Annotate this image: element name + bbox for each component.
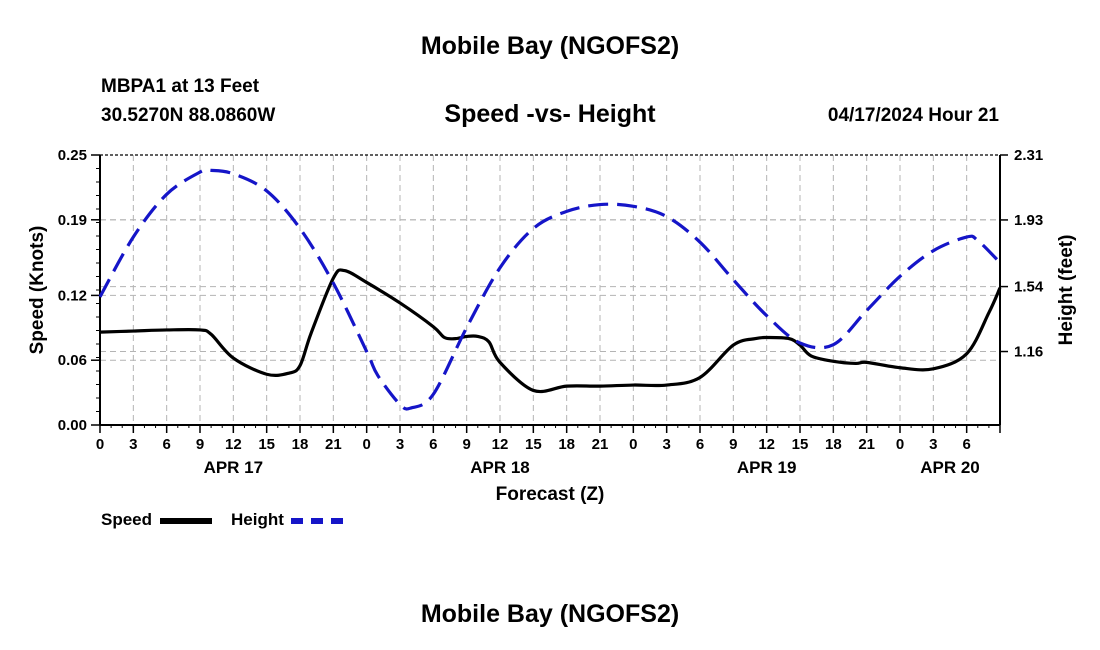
x-tick-label: 0 (629, 436, 637, 453)
x-tick-label: 21 (592, 436, 609, 453)
series-line-height (98, 168, 1002, 411)
x-tick-label: 9 (729, 436, 737, 453)
x-tick-label: 12 (758, 436, 775, 453)
series-line-speed (99, 268, 1002, 394)
x-tick-label: 6 (962, 436, 970, 453)
chart-subtitle: Speed -vs- Height (444, 100, 656, 128)
y-tick-label: 0.12 (58, 287, 87, 304)
x-tick-label: 0 (362, 436, 370, 453)
x-tick-label: 3 (929, 436, 937, 453)
x-tick-label: 9 (462, 436, 470, 453)
x-tick-label: 6 (162, 436, 170, 453)
y-tick-label: 0.19 (58, 212, 87, 229)
legend-speed-swatch (160, 518, 212, 524)
x-tick-label: 6 (429, 436, 437, 453)
y2-tick-label: 2.31 (1014, 147, 1043, 164)
chart-title: Mobile Bay (NGOFS2) (420, 32, 680, 60)
x-tick-label: 3 (396, 436, 404, 453)
x-date-label: APR 18 (470, 458, 530, 477)
y-tick-label: 0.06 (58, 352, 87, 369)
x-tick-label: 18 (825, 436, 842, 453)
legend-speed-label: Speed (101, 510, 153, 529)
legend-height-swatch (291, 518, 343, 524)
y2-tick-label: 1.16 (1014, 344, 1043, 361)
x-tick-label: 18 (292, 436, 309, 453)
x-tick-label: 3 (662, 436, 670, 453)
y-tick-label: 0.25 (58, 147, 87, 164)
x-tick-label: 0 (96, 436, 104, 453)
x-tick-label: 15 (792, 436, 809, 453)
x-tick-label: 18 (558, 436, 575, 453)
y-axis-title: Speed (Knots) (27, 226, 48, 355)
x-tick-label: 9 (196, 436, 204, 453)
x-date-label: APR 17 (204, 458, 264, 477)
x-tick-label: 3 (129, 436, 137, 453)
x-tick-label: 12 (225, 436, 242, 453)
x-tick-label: 12 (492, 436, 509, 453)
footer-title: Mobile Bay (NGOFS2) (420, 600, 680, 628)
x-date-label: APR 19 (737, 458, 797, 477)
station-coordinates: 30.5270N 88.0860W (101, 105, 276, 126)
x-date-label: APR 20 (920, 458, 980, 477)
legend-height-label: Height (231, 510, 284, 529)
x-axis-title: Forecast (Z) (496, 484, 605, 505)
x-tick-label: 6 (696, 436, 704, 453)
y2-axis-title: Height (feet) (1056, 235, 1077, 346)
x-tick-label: 21 (858, 436, 875, 453)
x-tick-label: 15 (258, 436, 275, 453)
y2-tick-label: 1.93 (1014, 212, 1043, 229)
x-tick-label: 0 (896, 436, 904, 453)
x-tick-label: 21 (325, 436, 342, 453)
y2-tick-label: 1.54 (1014, 279, 1044, 296)
y-tick-label: 0.00 (58, 417, 87, 434)
station-name: MBPA1 at 13 Feet (101, 76, 260, 97)
forecast-datetime: 04/17/2024 Hour 21 (827, 105, 999, 126)
x-tick-label: 15 (525, 436, 542, 453)
